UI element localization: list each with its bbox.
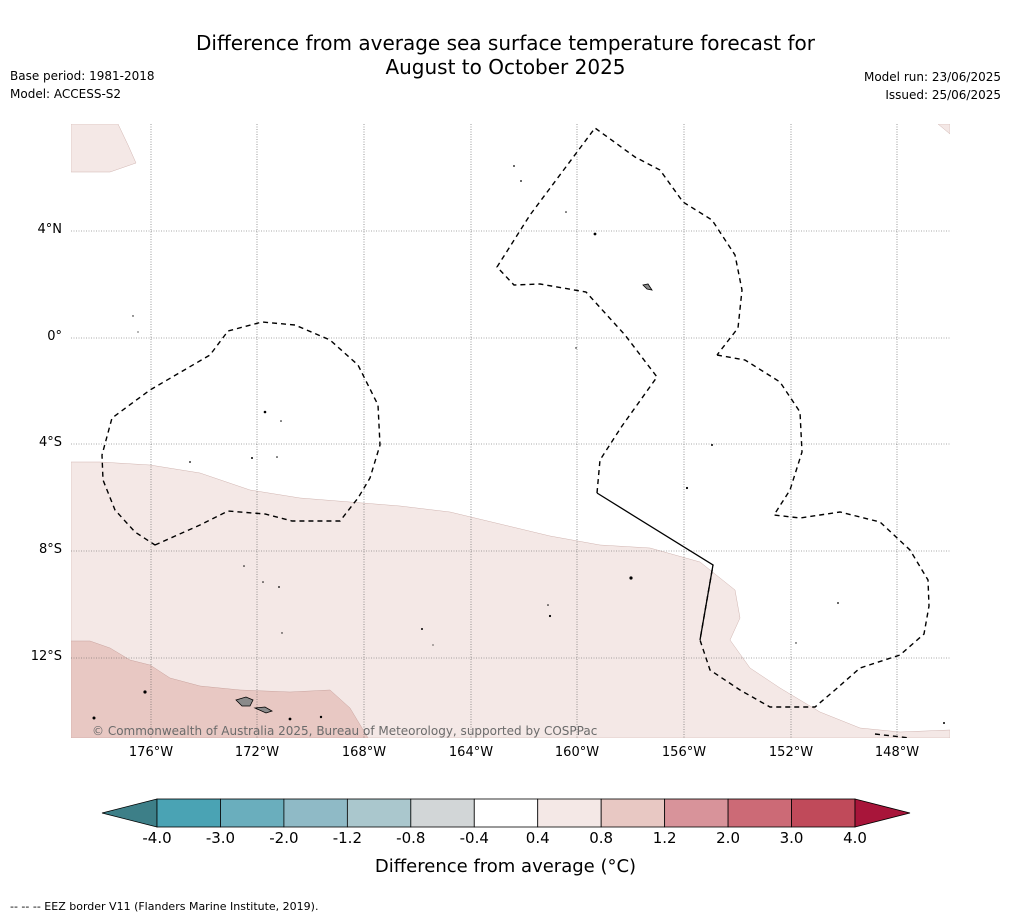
title-line-1: Difference from average sea surface temp…: [195, 31, 815, 55]
lat-label-4s: 4°S: [38, 435, 62, 450]
colorbar-title: Difference from average (°C): [374, 856, 637, 877]
colorbar-tick-label: 0.8: [589, 829, 614, 847]
colorbar-segment: [664, 798, 729, 828]
colorbar-tick-label: 1.2: [652, 829, 677, 847]
issued-label: Issued: 25/06/2025: [885, 88, 1001, 102]
model-label: Model: ACCESS-S2: [10, 87, 122, 101]
lon-label-176w: 176°W: [128, 745, 174, 760]
anomaly-region-0.4-0.8: [71, 461, 950, 738]
islands: [235, 283, 653, 714]
colorbar-tick-label: -3.0: [205, 829, 236, 847]
colorbar-segment: [283, 798, 348, 828]
colorbar-segment: [220, 798, 285, 828]
anomaly-region-top-right: [937, 124, 950, 135]
copyright-notice: © Commonwealth of Australia 2025, Bureau…: [92, 724, 598, 738]
lat-label-12s: 12°S: [30, 649, 62, 664]
colorbar-segment: [410, 798, 475, 828]
colorbar-segment: [791, 798, 856, 828]
model-run-label: Model run: 23/06/2025: [863, 70, 1001, 84]
colorbar-tick-label: 4.0: [843, 829, 867, 847]
lon-label-168w: 168°W: [341, 745, 387, 760]
eez-border-solid-segment: [596, 492, 714, 641]
lon-label-156w: 156°W: [661, 745, 707, 760]
island-kiritimati: [642, 283, 653, 291]
colorbar-extend-high: [854, 798, 911, 828]
colorbar: [101, 798, 911, 828]
island-samoa-large: [235, 696, 254, 707]
footer-eez-note: -- -- -- EEZ border V11 (Flanders Marine…: [10, 900, 319, 913]
base-period-label: Base period: 1981-2018: [10, 69, 155, 83]
eez-border-upper-right: [496, 127, 743, 494]
colorbar-tick-label: -2.0: [269, 829, 299, 847]
lon-label-148w: 148°W: [874, 745, 920, 760]
eez-border-bottom-right: [874, 733, 911, 738]
colorbar-segment: [600, 798, 666, 828]
colorbar-tick-label: -4.0: [142, 829, 172, 847]
colorbar-tick-label: -1.2: [332, 829, 362, 847]
colorbar-segment: [346, 798, 412, 828]
anomaly-region-top-left: [71, 124, 137, 173]
map-gridlines: [71, 124, 950, 738]
colorbar-segment: [156, 798, 221, 828]
colorbar-tick-label: 2.0: [716, 829, 740, 847]
lon-label-172w: 172°W: [234, 745, 280, 760]
colorbar-tick-label: -0.4: [459, 829, 489, 847]
lat-label-8s: 8°S: [38, 542, 62, 557]
colorbar-segment: [473, 798, 539, 828]
lon-label-164w: 164°W: [448, 745, 494, 760]
island-samoa-small: [253, 706, 273, 714]
colorbar-segment: [537, 798, 602, 828]
lon-label-160w: 160°W: [554, 745, 600, 760]
colorbar-tick-label: 0.4: [525, 829, 550, 847]
lat-label-4n: 4°N: [37, 222, 63, 237]
colorbar-tick-label: -0.8: [396, 829, 426, 847]
anomaly-region-0.8-1.2: [71, 640, 369, 738]
lon-label-152w: 152°W: [768, 745, 814, 760]
eez-border-left: [101, 321, 381, 546]
atolls: [92, 165, 945, 724]
colorbar-extend-low: [101, 798, 158, 828]
eez-border-lower-right: [699, 354, 930, 708]
colorbar-segment: [727, 798, 792, 828]
colorbar-tick-label: 3.0: [779, 829, 804, 847]
title-line-2: August to October 2025: [385, 55, 626, 79]
lat-label-0: 0°: [47, 329, 62, 344]
